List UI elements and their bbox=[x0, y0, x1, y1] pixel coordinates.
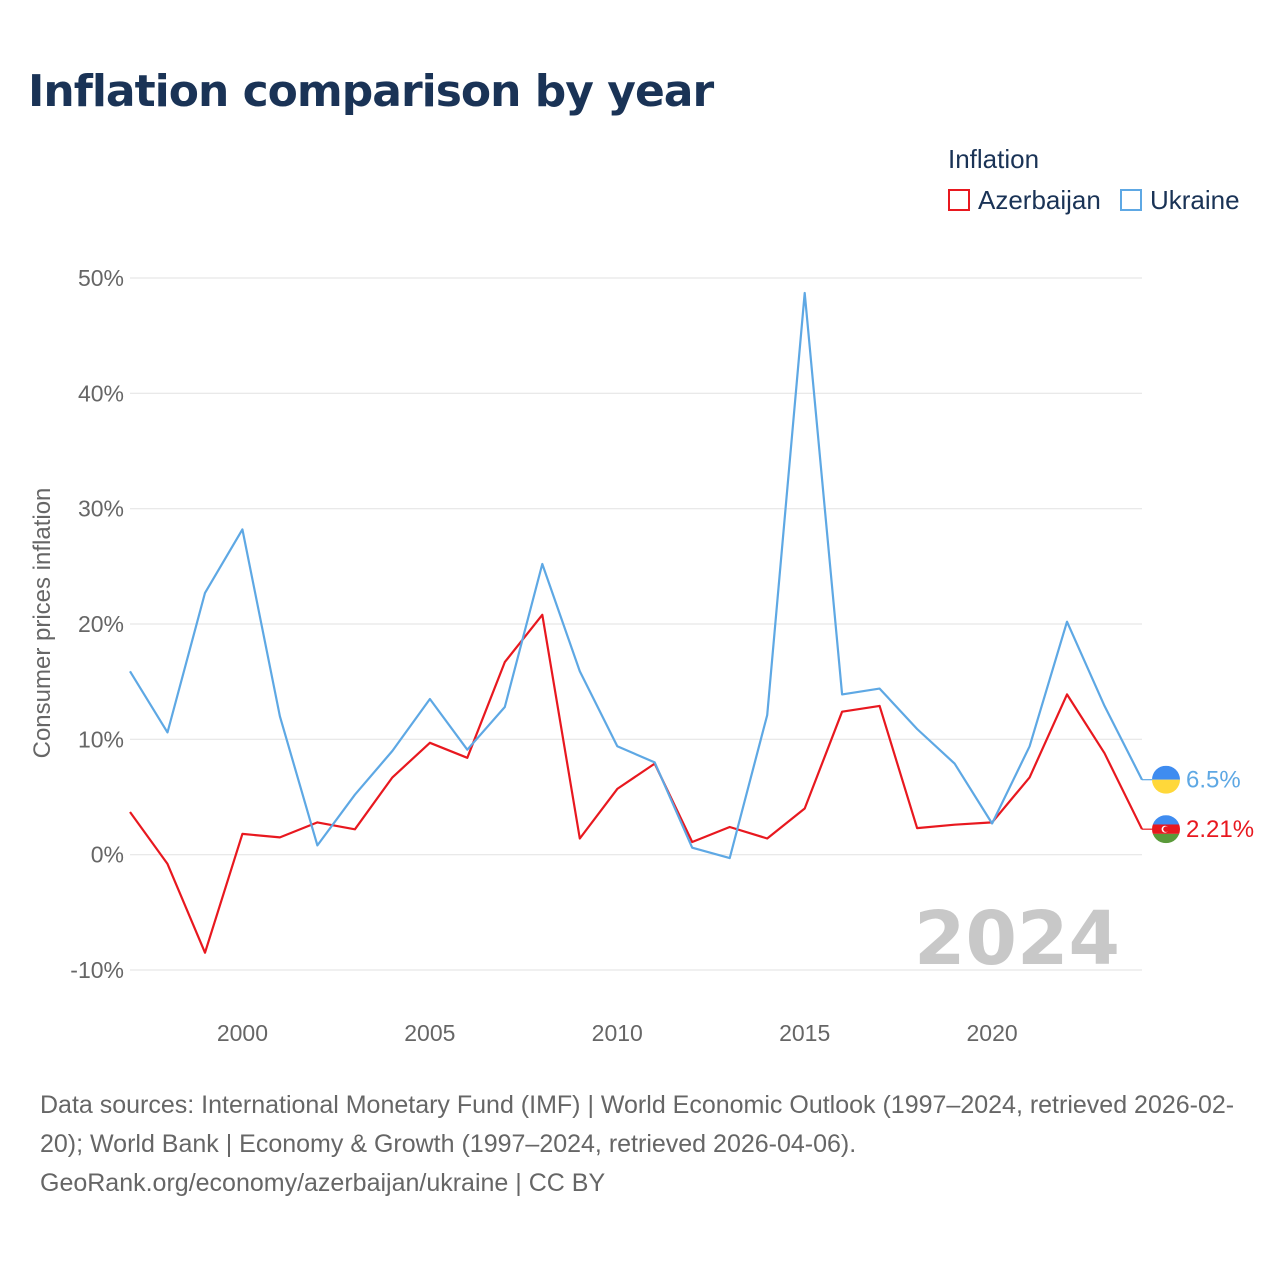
year-marker: 2024 bbox=[914, 896, 1120, 982]
end-label-ukraine: 6.5% bbox=[1186, 767, 1241, 794]
series-lines bbox=[129, 291, 1143, 954]
y-tick-label: 0% bbox=[91, 842, 124, 868]
flag-icon-azerbaijan bbox=[1152, 815, 1180, 844]
source-line-2[interactable]: GeoRank.org/economy/azerbaijan/ukraine |… bbox=[40, 1169, 606, 1197]
x-tick-label: 2010 bbox=[592, 1020, 643, 1046]
legend-label-ukraine: Ukraine bbox=[1150, 184, 1240, 215]
legend-item-azerbaijan[interactable]: Azerbaijan bbox=[948, 184, 1101, 215]
y-tick-label: 30% bbox=[78, 496, 124, 522]
y-tick-label: 40% bbox=[78, 380, 124, 406]
source-line-1: Data sources: International Monetary Fun… bbox=[40, 1091, 1235, 1158]
y-axis-label: Consumer prices inflation bbox=[29, 488, 56, 759]
flag-icon-ukraine bbox=[1152, 765, 1180, 794]
y-tick-label: 20% bbox=[78, 611, 124, 637]
series-line-ukraine[interactable] bbox=[129, 291, 1143, 860]
y-axis: -10% 0% 10% 20% 30% 40% 50% bbox=[70, 265, 124, 983]
y-tick-label: 10% bbox=[78, 726, 124, 752]
grid-lines bbox=[130, 277, 1142, 971]
legend-swatch-ukraine bbox=[1120, 189, 1142, 211]
line-chart: -10%0%10%20%30%40%50% 2000 2005 2010 2015 20… bbox=[29, 265, 1254, 1046]
x-axis: 2000 2005 2010 2015 2020 bbox=[217, 1020, 1018, 1046]
end-labels: 2.21% 6.5% bbox=[1142, 765, 1254, 844]
x-tick-label: 2020 bbox=[966, 1020, 1017, 1046]
x-tick-label: 2000 bbox=[217, 1020, 268, 1046]
legend-swatch-azerbaijan bbox=[948, 189, 970, 211]
y-tick-label: 50% bbox=[78, 265, 124, 291]
y-tick-label: -10% bbox=[70, 957, 124, 983]
legend-label-azerbaijan: Azerbaijan bbox=[978, 184, 1101, 215]
end-label-azerbaijan: 2.21% bbox=[1186, 816, 1254, 843]
x-tick-label: 2005 bbox=[404, 1020, 455, 1046]
chart-title: Inflation comparison by year bbox=[28, 66, 714, 117]
legend-item-ukraine[interactable]: Ukraine bbox=[1120, 184, 1240, 215]
series-line-azerbaijan[interactable] bbox=[129, 613, 1143, 954]
source-note: Data sources: International Monetary Fun… bbox=[40, 1086, 1250, 1203]
legend-title: Inflation bbox=[948, 144, 1040, 174]
x-tick-label: 2015 bbox=[779, 1020, 830, 1046]
